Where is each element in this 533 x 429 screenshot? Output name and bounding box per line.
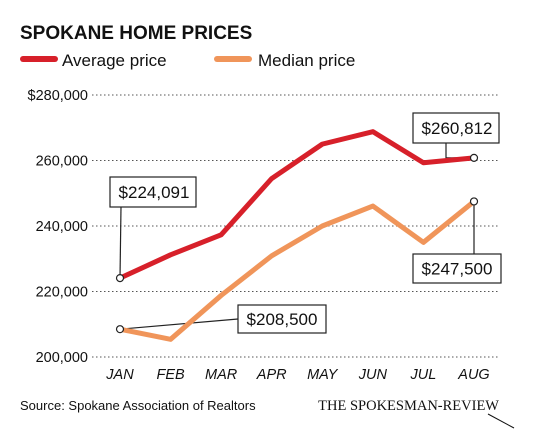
- x-tick-label: JUL: [410, 367, 437, 383]
- callout-label: $260,812: [422, 119, 493, 138]
- y-tick-label: 240,000: [36, 219, 88, 235]
- publisher-credit: THE SPOKESMAN-REVIEW: [318, 398, 499, 414]
- callout-label: $208,500: [247, 310, 318, 329]
- credit-underline-stroke: [487, 413, 515, 429]
- legend-label-median: Median price: [258, 51, 355, 70]
- x-tick-label: MAY: [307, 367, 339, 383]
- y-tick-label: 200,000: [36, 350, 88, 366]
- callout-leader: [119, 206, 122, 279]
- callout-label: $224,091: [119, 183, 190, 202]
- legend: Average price Median price: [20, 51, 355, 70]
- callout-point: [469, 153, 479, 162]
- x-tick-label: AUG: [457, 367, 489, 383]
- callout-leader: [445, 143, 474, 159]
- callout-points: [115, 153, 479, 334]
- y-tick-labels: $280,000 260,000 240,000 220,000 200,000: [28, 88, 88, 366]
- x-tick-label: FEB: [156, 367, 185, 383]
- y-tick-label: $280,000: [28, 88, 88, 104]
- x-tick-label: APR: [256, 367, 287, 383]
- y-tick-label: 260,000: [36, 154, 88, 170]
- series-lines: [117, 129, 477, 342]
- chart-title: SPOKANE HOME PRICES: [20, 23, 252, 44]
- x-tick-label: JUN: [358, 367, 388, 383]
- callout-point: [115, 325, 125, 334]
- y-tick-label: 220,000: [36, 285, 88, 301]
- legend-swatch-average: [20, 56, 58, 62]
- callout-leaders: [119, 143, 475, 330]
- callout-box: [109, 176, 197, 208]
- x-tick-label: MAR: [205, 367, 238, 383]
- series-line-average: [117, 129, 477, 281]
- callout-box: [412, 112, 500, 144]
- callout-label: $247,500: [422, 260, 493, 279]
- callout-leader: [119, 318, 239, 330]
- x-tick-labels: JAN FEB MAR APR MAY JUN JUL AUG: [105, 367, 489, 383]
- callout-point: [469, 197, 479, 206]
- x-tick-label: JAN: [105, 367, 134, 383]
- source-note: Source: Spokane Association of Realtors: [20, 398, 256, 413]
- callout-box: [237, 304, 327, 334]
- callout-box: [412, 253, 502, 284]
- series-line-median: [117, 198, 477, 342]
- callout-labels: $224,091 $260,812 $208,500 $247,500: [109, 112, 502, 334]
- legend-label-average: Average price: [62, 51, 167, 70]
- legend-swatch-median: [214, 56, 252, 62]
- callout-point: [115, 274, 125, 283]
